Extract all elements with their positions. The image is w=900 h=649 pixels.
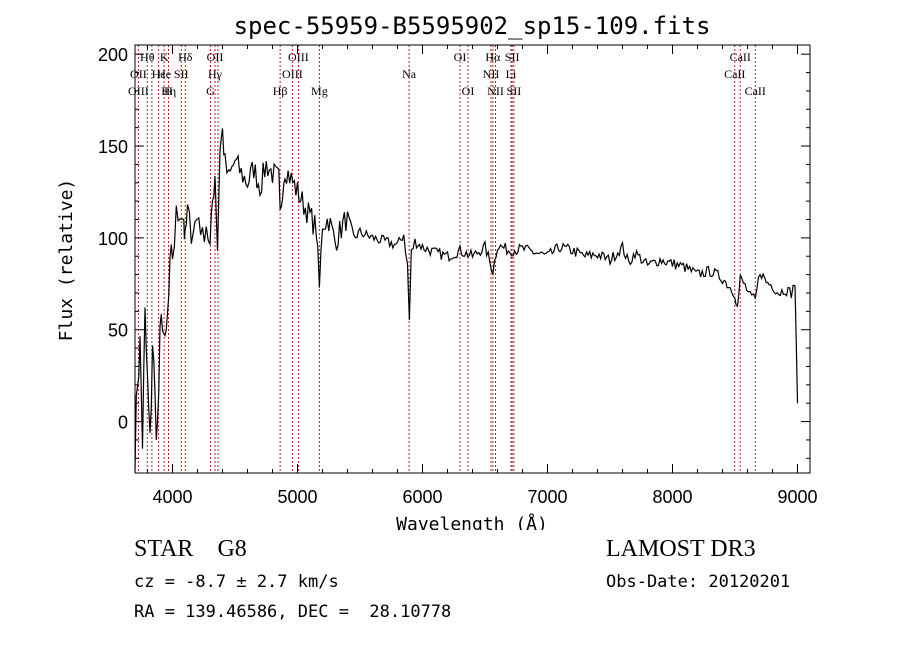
- redshift-velocity: cz = -8.7 ± 2.7 km/s: [134, 572, 339, 592]
- x-axis: 4000 5000 6000 7000 8000 9000: [147, 45, 818, 507]
- line-label: SII: [505, 50, 520, 64]
- line-marker-group: [137, 45, 756, 473]
- x-tick-label: 5000: [277, 487, 317, 507]
- line-label: Li: [506, 67, 517, 81]
- chart-title: spec-55959-B5595902_sp15-109.fits: [234, 12, 711, 40]
- x-tick-label: 7000: [527, 487, 567, 507]
- x-tick-label: 9000: [777, 487, 817, 507]
- line-label: CaII: [745, 84, 766, 98]
- line-label: SII: [174, 67, 189, 81]
- line-label: OI: [454, 50, 467, 64]
- spectrum-line: [134, 128, 799, 472]
- x-tick-label: 6000: [402, 487, 442, 507]
- line-label: OI: [462, 84, 475, 98]
- y-tick-label: 100: [98, 229, 128, 249]
- line-label: Hγ: [208, 67, 223, 81]
- y-tick-label: 200: [98, 45, 128, 65]
- object-class: STAR: [134, 536, 194, 562]
- survey-name: LAMOST DR3: [606, 536, 756, 562]
- line-label: He: [157, 67, 171, 81]
- line-label: SII: [507, 84, 522, 98]
- line-label: G: [206, 84, 215, 98]
- line-label: OIII: [282, 67, 303, 81]
- x-tick-label: 8000: [652, 487, 692, 507]
- y-axis-label: Flux (relative): [56, 179, 77, 342]
- object-class-line: STAR G8: [134, 536, 247, 563]
- line-label: Mg: [311, 84, 328, 98]
- line-label: CaII: [724, 67, 745, 81]
- y-tick-label: 150: [98, 137, 128, 157]
- object-subclass: G8: [217, 536, 247, 562]
- line-label: Hε: [152, 67, 166, 81]
- y-tick-label: 0: [118, 413, 128, 433]
- line-label: NII: [483, 67, 500, 81]
- line-label: Hδ: [178, 50, 193, 64]
- line-label: Hα: [485, 50, 501, 64]
- x-axis-label: Wavelength (Å): [396, 513, 548, 530]
- line-label: Na: [402, 67, 417, 81]
- line-label: H: [164, 84, 173, 98]
- line-label: NII: [487, 84, 504, 98]
- x-tick-label: 4000: [152, 487, 192, 507]
- line-label: K: [160, 50, 169, 64]
- y-tick-label: 50: [108, 321, 128, 341]
- line-label: OIII: [288, 50, 309, 64]
- line-label: Hη: [161, 84, 176, 98]
- y-axis: 0 50 100 150 200: [98, 45, 810, 459]
- line-label: Hβ: [273, 84, 288, 98]
- line-label: OII: [207, 50, 224, 64]
- spectrum-chart: spec-55959-B5595902_sp15-109.fits Hθ OII O…: [56, 12, 818, 530]
- ra-dec-coordinates: RA = 139.46586, DEC = 28.10778: [134, 602, 452, 622]
- line-label: CaII: [730, 50, 751, 64]
- plot-frame: [134, 44, 811, 474]
- observation-date: Obs-Date: 20120201: [606, 572, 791, 592]
- line-label: Hθ: [140, 50, 155, 64]
- line-label: OII: [130, 67, 147, 81]
